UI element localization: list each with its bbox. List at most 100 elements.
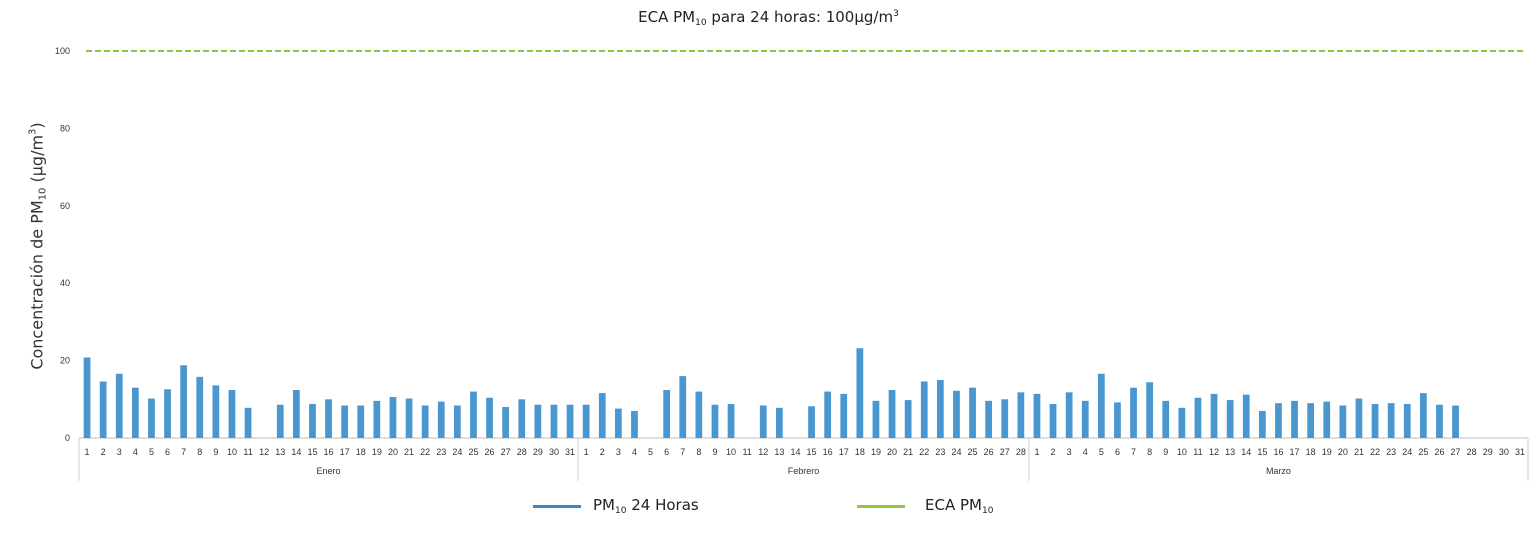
x-tick-label: 23: [935, 447, 945, 457]
bar: [437, 401, 445, 438]
x-tick-label: 7: [1131, 447, 1136, 457]
bar: [663, 390, 671, 438]
x-tick-label: 1: [584, 447, 589, 457]
bar: [1242, 394, 1250, 438]
bar: [936, 379, 944, 438]
x-tick-label: 16: [324, 447, 334, 457]
bar: [1097, 373, 1105, 438]
legend-swatch-pm10: [533, 504, 581, 508]
bar: [856, 348, 864, 438]
x-tick-label: 12: [1209, 447, 1219, 457]
bar: [566, 404, 574, 438]
x-tick-label: 31: [565, 447, 575, 457]
bar: [1081, 400, 1089, 438]
x-tick-label: 22: [420, 447, 430, 457]
x-tick-label: 26: [1434, 447, 1444, 457]
bar: [695, 391, 703, 438]
legend-item-eca: ECA PM10: [857, 495, 993, 517]
x-tick-label: 4: [1083, 447, 1088, 457]
x-tick-label: 28: [517, 447, 527, 457]
bar: [1307, 403, 1315, 438]
x-tick-label: 29: [533, 447, 543, 457]
x-tick-label: 5: [648, 447, 653, 457]
bar: [486, 397, 493, 438]
x-tick-label: 2: [600, 447, 605, 457]
x-tick-label: 17: [340, 447, 350, 457]
x-tick-label: 9: [213, 447, 218, 457]
x-tick-label: 5: [1099, 447, 1104, 457]
bar: [421, 405, 429, 438]
bar: [325, 399, 332, 438]
bar: [1114, 402, 1121, 438]
x-tick-label: 24: [951, 447, 961, 457]
x-tick-label: 21: [404, 447, 414, 457]
month-label: Marzo: [1266, 466, 1291, 476]
bar: [196, 376, 204, 438]
x-tick-label: 3: [1067, 447, 1072, 457]
x-tick-label: 1: [85, 447, 90, 457]
bar: [1452, 405, 1459, 438]
x-tick-label: 9: [1163, 447, 1168, 457]
legend-item-pm10: PM10 24 Horas: [533, 495, 699, 517]
y-tick-label-100: 100: [55, 46, 70, 56]
bar: [180, 365, 188, 438]
bar: [534, 404, 542, 438]
bar: [550, 404, 558, 438]
bar: [1017, 392, 1025, 438]
bar: [808, 406, 815, 438]
bar: [953, 390, 960, 438]
x-tick-label: 6: [165, 447, 170, 457]
bar: [985, 400, 993, 438]
x-tick-label: 14: [291, 447, 301, 457]
bar: [582, 404, 590, 438]
bar: [1339, 405, 1347, 438]
x-tick-label: 10: [1177, 447, 1187, 457]
x-tick-label: 11: [243, 447, 252, 457]
bar: [872, 400, 880, 438]
x-tick-label: 18: [356, 447, 366, 457]
bar: [1065, 392, 1073, 438]
x-tick-label: 30: [549, 447, 559, 457]
y-tick-label-0: 0: [65, 433, 70, 443]
bar: [1033, 393, 1041, 438]
x-tick-label: 2: [101, 447, 106, 457]
x-tick-label: 18: [1306, 447, 1316, 457]
x-tick-label: 13: [1225, 447, 1235, 457]
bar: [502, 407, 510, 438]
x-tick-label: 14: [790, 447, 800, 457]
bar: [1419, 393, 1427, 438]
bar: [920, 381, 928, 438]
bar: [614, 408, 622, 438]
bar: [1001, 399, 1009, 438]
bar: [969, 387, 976, 438]
x-tick-label: 12: [758, 447, 768, 457]
x-tick-label: 19: [1322, 447, 1332, 457]
x-tick-label: 23: [436, 447, 446, 457]
bar: [824, 391, 832, 438]
bar: [99, 381, 107, 438]
x-tick-label: 20: [388, 447, 398, 457]
bar: [1130, 387, 1137, 438]
bar: [1049, 403, 1057, 438]
bar: [131, 387, 139, 438]
bar: [1258, 410, 1266, 438]
x-tick-label: 4: [632, 447, 637, 457]
x-tick-label: 12: [259, 447, 269, 457]
bar: [1210, 393, 1218, 438]
x-tick-label: 15: [807, 447, 817, 457]
bar: [212, 385, 220, 438]
x-tick-label: 28: [1467, 447, 1477, 457]
bar: [1146, 382, 1154, 438]
x-tick-label: 26: [984, 447, 994, 457]
bar: [1291, 400, 1298, 438]
bar: [373, 400, 381, 438]
x-tick-label: 13: [774, 447, 784, 457]
x-tick-label: 7: [680, 447, 685, 457]
bar: [888, 390, 896, 438]
bar: [244, 407, 252, 438]
y-tick-label-20: 20: [60, 356, 70, 366]
bar: [228, 390, 236, 438]
x-tick-label: 6: [664, 447, 669, 457]
x-tick-label: 11: [742, 447, 751, 457]
x-tick-label: 27: [501, 447, 511, 457]
